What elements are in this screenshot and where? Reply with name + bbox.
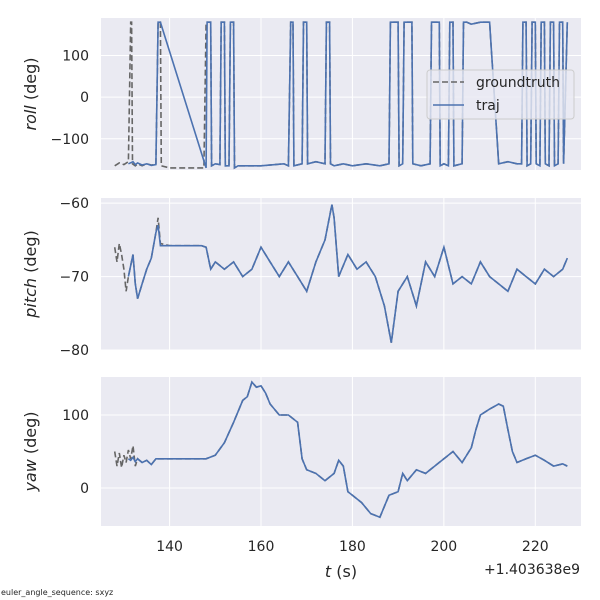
y-tick-label: 0 <box>80 90 89 106</box>
x-tick-label: 180 <box>339 539 366 555</box>
panel-2: −60 −70 −80 pitch (deg) <box>21 196 581 359</box>
legend: groundtruth traj <box>426 69 575 120</box>
legend-label-traj: traj <box>476 98 500 114</box>
y-tick-label: −100 <box>51 132 89 148</box>
y-axis-label: roll (deg) <box>21 58 40 131</box>
panel-1: 100 0 −100 roll (deg) groundtruth traj <box>21 18 581 170</box>
y-axis-label-unit: (deg) <box>21 230 40 278</box>
y-axis-label-var: yaw <box>21 458 40 492</box>
y-axis-label-unit: (deg) <box>21 58 40 106</box>
y-axis-label: yaw (deg) <box>21 411 40 492</box>
x-tick-label: 220 <box>522 539 549 555</box>
series-traj <box>128 21 569 170</box>
series-traj <box>127 380 568 519</box>
x-axis-label-var: t <box>325 562 332 581</box>
y-axis-label-var: roll <box>21 105 40 131</box>
legend-label-groundtruth: groundtruth <box>476 75 560 91</box>
panel-3: 100 0 yaw (deg) 140 160 180 200 220 t (s) +1.4036… <box>21 377 581 581</box>
x-tick-label: 140 <box>156 539 183 555</box>
plot-area <box>101 377 581 526</box>
y-tick-label: 100 <box>62 408 89 424</box>
y-tick-label: 100 <box>62 48 89 64</box>
y-tick-label: −60 <box>59 196 89 212</box>
plot-area <box>101 198 581 350</box>
y-axis-label: pitch (deg) <box>21 230 40 319</box>
y-axis-label-var: pitch <box>21 278 40 319</box>
series-traj <box>127 204 569 343</box>
y-tick-label: 0 <box>80 481 89 497</box>
x-axis-label-unit: (s) <box>331 562 357 581</box>
x-axis-label: t (s) <box>325 562 357 581</box>
y-tick-label: −70 <box>59 270 89 286</box>
x-offset-text: +1.403638e9 <box>484 562 580 578</box>
euler-sequence-footnote: euler_angle_sequence: sxyz <box>1 588 114 597</box>
x-tick-label: 160 <box>248 539 275 555</box>
x-tick-label: 200 <box>430 539 457 555</box>
y-axis-label-unit: (deg) <box>21 411 40 459</box>
y-tick-label: −80 <box>59 343 89 359</box>
